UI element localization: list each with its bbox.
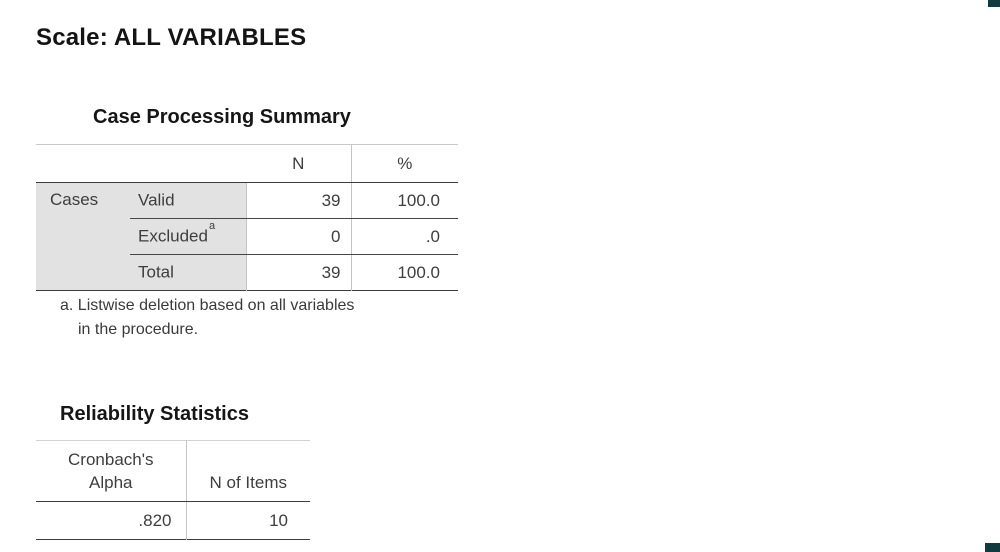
row-group-label-cases: Cases bbox=[36, 182, 130, 291]
table-row-valid: Cases Valid 39 100.0 bbox=[36, 182, 458, 291]
row-label-valid: Valid bbox=[130, 182, 246, 219]
column-header-row: N % bbox=[36, 144, 458, 183]
table-row-excluded: Excludeda 0 .0 bbox=[36, 218, 458, 255]
case-processing-summary-title: Case Processing Summary bbox=[93, 106, 351, 128]
scale-heading: Scale: ALL VARIABLES bbox=[36, 24, 307, 51]
column-header-text: N of Items bbox=[209, 473, 287, 492]
row-label-total: Total bbox=[130, 254, 246, 291]
table-row-total: Total 39 100.0 bbox=[36, 254, 458, 291]
cell-total-n: 39 bbox=[245, 254, 351, 291]
blank-corner-cell bbox=[36, 144, 130, 183]
cell-excluded-n: 0 bbox=[245, 218, 351, 255]
row-label-text: Excluded bbox=[138, 226, 208, 246]
cell-total-percent: 100.0 bbox=[350, 254, 458, 291]
column-header-text: Cronbach's Alpha bbox=[68, 450, 154, 492]
cell-excluded-percent: .0 bbox=[350, 218, 458, 255]
screen-corner-artifact-top-right bbox=[988, 0, 1000, 7]
row-label-excluded: Excludeda bbox=[130, 218, 246, 255]
cell-n-of-items-value: 10 bbox=[185, 501, 310, 540]
reliability-statistics-table: Cronbach's Alpha N of Items .820 10 bbox=[36, 440, 310, 540]
row-label-text: Valid bbox=[138, 190, 175, 210]
case-processing-summary-table: N % Cases Valid 39 100.0 Excludeda 0 .0 … bbox=[36, 144, 458, 291]
row-label-text: Total bbox=[138, 262, 174, 282]
footnote-marker-a: a bbox=[208, 220, 216, 233]
blank-corner-cell bbox=[130, 144, 246, 183]
cell-valid-percent: 100.0 bbox=[350, 182, 458, 219]
screen-corner-artifact-bottom-right bbox=[985, 543, 1000, 552]
column-header-row: Cronbach's Alpha N of Items bbox=[36, 440, 310, 502]
cell-cronbachs-alpha-value: .820 bbox=[138, 510, 172, 530]
column-header-n-of-items: N of Items bbox=[185, 440, 310, 502]
table-footnote-listwise-deletion: a. Listwise deletion based on all variab… bbox=[60, 297, 355, 338]
cell-valid-n: 39 bbox=[245, 182, 351, 219]
column-header-n: N bbox=[246, 144, 351, 183]
column-header-cronbachs-alpha: Cronbach's Alpha bbox=[36, 440, 186, 502]
column-header-percent: % bbox=[350, 144, 458, 183]
reliability-statistics-title: Reliability Statistics bbox=[60, 403, 249, 425]
table-row-values: .820 10 bbox=[36, 501, 310, 540]
